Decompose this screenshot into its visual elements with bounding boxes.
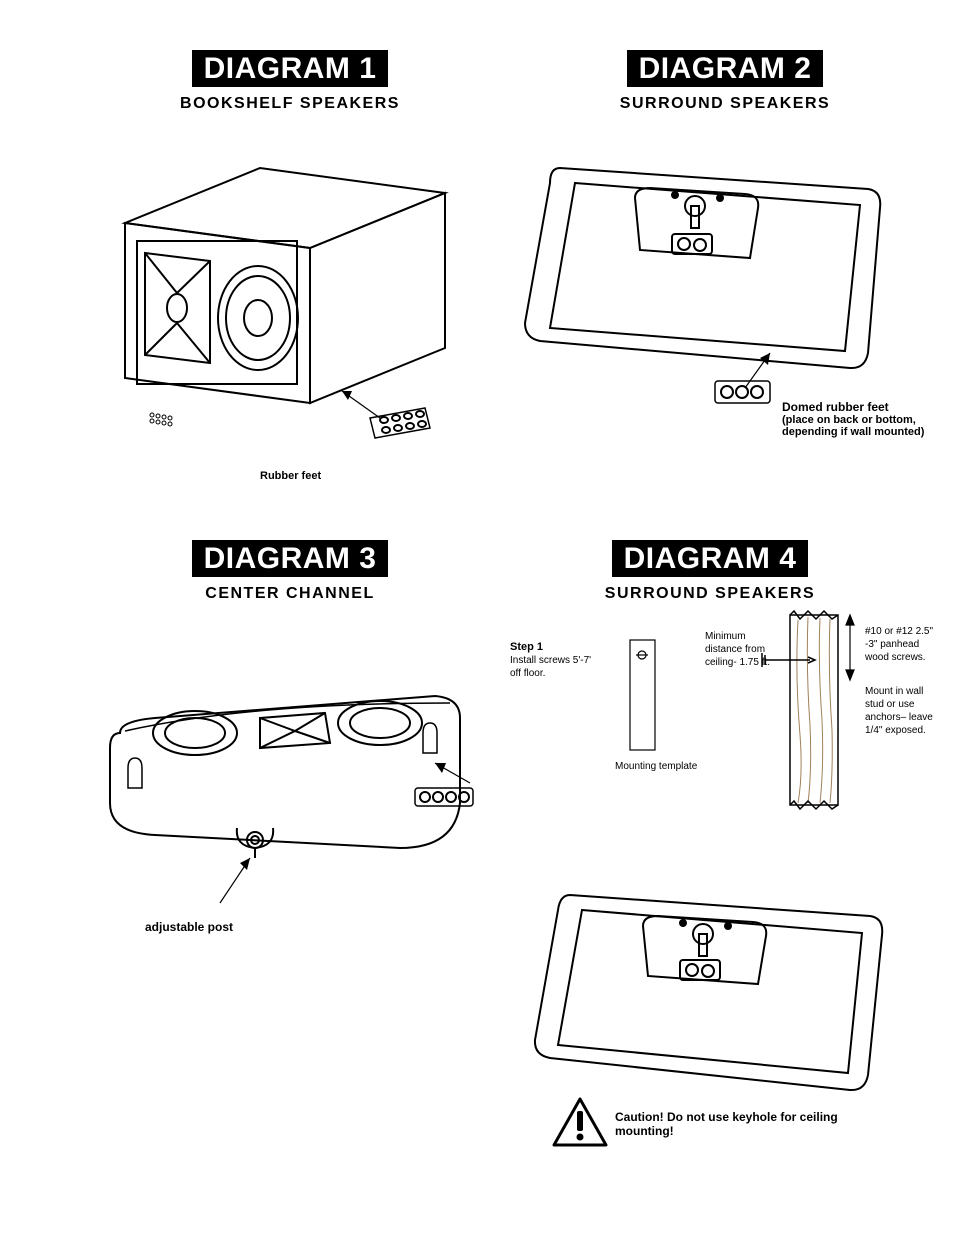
page: DIAGRAM 1 BOOKSHELF SPEAKERS	[0, 0, 954, 1235]
template-label: Mounting template	[615, 760, 715, 773]
diagram-1-title: DIAGRAM 1	[192, 50, 389, 87]
caution-icon	[550, 1095, 610, 1150]
diagram-2-callout: Domed rubber feet (place on back or bott…	[782, 400, 927, 438]
screws-text: #10 or #12 2.5" -3" panhead wood screws.	[865, 625, 945, 664]
diagram-2-subtitle: SURROUND SPEAKERS	[520, 95, 930, 113]
diagram-4: DIAGRAM 4 SURROUND SPEAKERS Step 1 Insta…	[480, 540, 940, 603]
mount-text: Mount in wall stud or use anchors– leave…	[865, 685, 945, 737]
diagram-2-title: DIAGRAM 2	[627, 50, 824, 87]
caution-text: Caution! Do not use keyhole for ceiling …	[615, 1110, 855, 1138]
diagram-2: DIAGRAM 2 SURROUND SPEAKERS	[520, 50, 930, 398]
diagram-3-callout: adjustable post	[145, 920, 233, 934]
diagram-3-title: DIAGRAM 3	[192, 540, 389, 577]
surround-speaker-back-drawing-2	[530, 840, 910, 1100]
bookshelf-speaker-drawing	[100, 113, 480, 453]
step-1-text: Install screws 5'-7' off floor.	[510, 654, 600, 680]
diagram-1: DIAGRAM 1 BOOKSHELF SPEAKERS	[100, 50, 480, 458]
step-1-label: Step 1	[510, 640, 600, 654]
diagram-2-callout-head: Domed rubber feet	[782, 400, 927, 414]
surround-speaker-back-drawing	[520, 113, 930, 393]
diagram-3-subtitle: CENTER CHANNEL	[100, 585, 480, 603]
diagram-4-subtitle: SURROUND SPEAKERS	[520, 585, 900, 603]
step-1-block: Step 1 Install screws 5'-7' off floor.	[510, 640, 600, 680]
diagram-4-title: DIAGRAM 4	[612, 540, 809, 577]
diagram-2-callout-body: (place on back or bottom, depending if w…	[782, 414, 927, 438]
diagram-1-subtitle: BOOKSHELF SPEAKERS	[100, 95, 480, 113]
center-channel-drawing	[100, 603, 500, 893]
diagram-1-callout: Rubber feet	[260, 470, 321, 482]
diagram-3: DIAGRAM 3 CENTER CHANNEL	[100, 540, 480, 898]
